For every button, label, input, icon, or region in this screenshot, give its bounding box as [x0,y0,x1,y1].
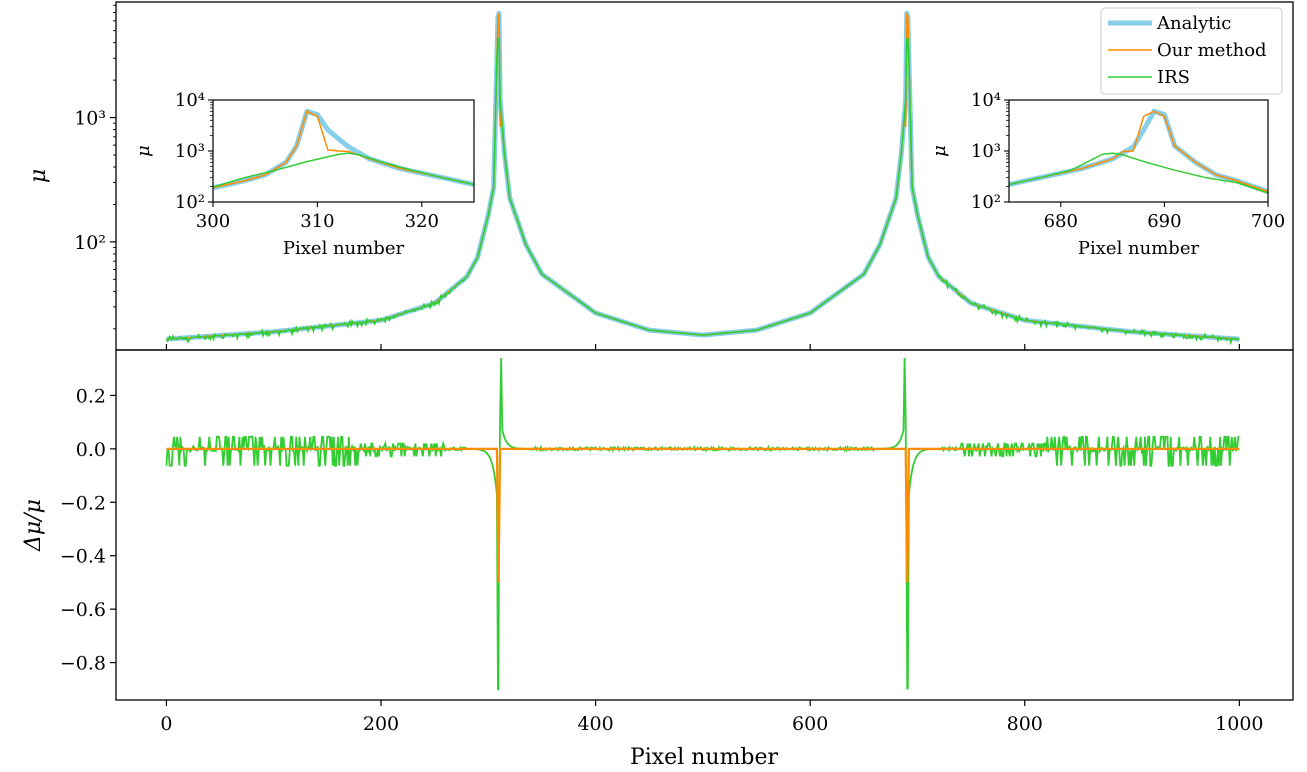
bottom-y-tick-label: 0.2 [76,385,106,407]
x-axis-label: Pixel number [630,745,779,770]
x-tick-label: 800 [1007,713,1043,735]
top-series [165,10,1241,346]
bottom-y-tick-label: −0.6 [60,599,106,621]
legend-box [1100,7,1283,95]
bottom-y-tick-label: −0.2 [60,492,106,514]
inset-y-axis-label: μ [929,145,950,157]
inset-x-axis-label: Pixel number [1078,238,1200,259]
inset-series-our-method [1009,110,1268,193]
bottom-series [165,358,1240,691]
inset-x-tick-label: 300 [196,211,230,232]
inset-right: 680 690 700 10² 10³ 10⁴ Pixel number μ [929,90,1285,259]
x-tick-label: 400 [577,713,613,735]
bottom-y-tick-label: −0.4 [60,546,106,568]
x-tick-label: 200 [363,713,399,735]
legend-label: Our method [1157,40,1267,61]
inset-left: 300 310 320 10² 10³ 10⁴ Pixel number μ [133,90,475,259]
inset-y-tick-label: 10² [971,192,1001,213]
bottom-panel-frame [115,349,1294,701]
inset-y-tick-label: 10³ [971,141,1001,162]
inset-series-our-method [213,110,474,189]
inset-y-tick-label: 10² [175,192,205,213]
legend-label: Analytic [1156,13,1231,34]
x-tick-label: 600 [792,713,828,735]
bottom-axes: 0.2 0.0 −0.2 −0.4 −0.6 −0.8 0 200 400 600 800 1000 [60,385,1264,735]
bottom-y-tick-label: −0.8 [60,653,106,675]
inset-series [1009,108,1268,194]
inset-x-tick-label: 700 [1251,211,1285,232]
inset-background [1009,100,1268,202]
top-panel: 10² 10³ μ 300 310 320 10² 10³ 10⁴ Pixel number μ… [26,1,1294,351]
top-y-tick-label: 10² [74,232,106,254]
bottom-y-axis-label: Δμ/μ [21,499,46,552]
x-tick-label: 1000 [1215,713,1263,735]
top-y-axis: 10² 10³ [74,4,1240,350]
inset-series-irs [1009,152,1268,194]
top-y-tick-label: 10³ [74,108,106,130]
series-our-method-residual [166,447,1240,583]
top-y-axis-label: μ [26,169,51,183]
legend-label: IRS [1157,67,1190,88]
legend: Analytic Our method IRS [1100,7,1283,95]
bottom-panel: 0.20.0−0.2−0.4−0.6−0.80 200 400 600 800 1000 … [21,349,1294,770]
inset-y-tick-label: 10³ [175,141,205,162]
inset-y-axis-label: μ [133,145,154,157]
inset-x-tick-label: 680 [1044,211,1078,232]
inset-x-tick-label: 320 [405,211,439,232]
inset-series [213,108,474,191]
inset-x-axis-label: Pixel number [283,238,405,259]
inset-y-tick-label: 10⁴ [971,90,1001,111]
inset-series-irs [213,152,474,188]
series-irs-residual [165,358,1240,691]
inset-x-tick-label: 310 [300,211,334,232]
inset-x-tick-label: 690 [1147,211,1181,232]
series-irs [165,37,1240,346]
inset-y-tick-label: 10⁴ [175,90,205,111]
x-tick-label: 0 [160,713,172,735]
bottom-y-tick-label: 0.0 [76,439,106,461]
